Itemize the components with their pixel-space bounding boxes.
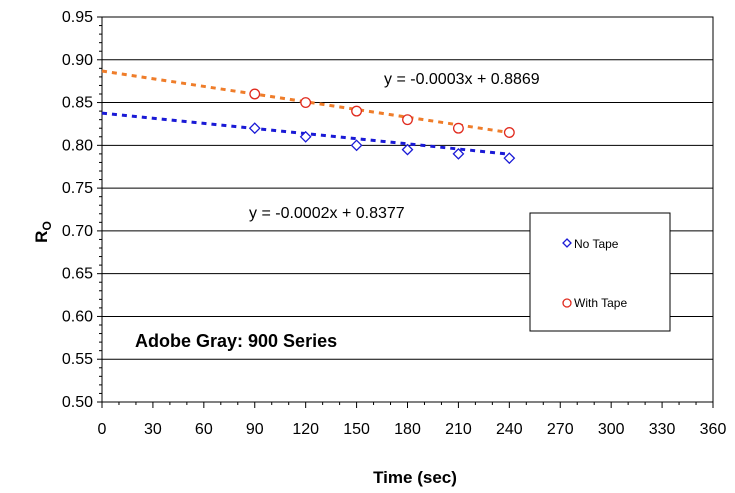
no-tape-point [452,147,465,160]
legend-no-tape-label: No Tape [574,237,619,251]
x-tick-label: 0 [98,421,107,438]
y-tick-label: 0.80 [62,137,93,154]
y-axis-title-subscript: O [40,221,54,230]
tick-labels: 0.50 0.55 0.60 0.65 0.70 0.75 0.80 0.85 0.90 0.95… [62,9,727,438]
x-tick-label: 270 [547,421,574,438]
x-tick-label: 90 [246,421,264,438]
with-tape-equation: y = -0.0003x + 0.8869 [384,71,540,88]
y-axis-title: RO [32,221,54,243]
with-tape-point [402,114,413,126]
chart-annotation: Adobe Gray: 900 Series [135,331,337,351]
no-tape-equation: y = -0.0002x + 0.8377 [249,205,405,222]
legend-with-tape-marker [562,298,572,308]
no-tape-point [401,143,414,156]
x-tick-label: 330 [649,421,676,438]
no-tape-point [248,122,261,135]
y-tick-label: 0.75 [62,180,93,197]
x-tick-label: 120 [292,421,319,438]
y-tick-label: 0.85 [62,95,93,112]
x-tick-label: 240 [496,421,523,438]
axis-ticks [97,16,714,408]
x-tick-label: 60 [195,421,213,438]
no-tape-point [350,139,363,152]
y-tick-label: 0.95 [62,9,93,26]
y-tick-label: 0.90 [62,52,93,69]
x-tick-label: 180 [394,421,421,438]
y-tick-label: 0.70 [62,223,93,240]
with-tape-point [351,105,363,117]
legend-with-tape-label: With Tape [574,296,627,310]
no-tape-point [299,130,312,143]
legend-no-tape-symbol [562,238,572,248]
x-tick-label: 360 [700,421,727,438]
x-tick-label: 300 [598,421,625,438]
with-tape-point [249,88,261,100]
y-tick-label: 0.50 [62,394,93,411]
trendline-with-tape [101,69,510,135]
with-tape-point [503,127,515,138]
x-axis-title: Time (sec) [373,468,457,487]
y-tick-label: 0.55 [62,351,93,368]
legend-no-tape-marker [562,238,572,248]
legend-box [529,212,671,332]
x-tick-label: 150 [343,421,370,438]
legend: No Tape With Tape [529,212,671,332]
x-tick-label: 210 [445,421,472,438]
legend-with-tape-symbol [562,298,572,308]
y-tick-label: 0.65 [62,266,93,283]
no-tape-point [503,152,516,165]
y-axis-title-main: R [32,231,51,243]
x-tick-label: 30 [144,421,162,438]
with-tape-point [300,97,312,109]
y-tick-label: 0.60 [62,308,93,325]
with-tape-point [452,122,464,134]
data-points [248,88,516,165]
